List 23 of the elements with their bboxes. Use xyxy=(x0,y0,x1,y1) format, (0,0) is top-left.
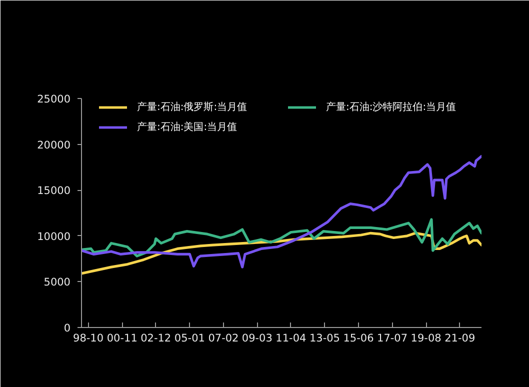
legend-label: 产量:石油:俄罗斯:当月值 xyxy=(137,100,248,114)
line-series xyxy=(82,218,482,258)
x-tick-label: 11-04 xyxy=(276,332,307,344)
y-tick-label: 15000 xyxy=(37,185,71,198)
y-tick-label: 25000 xyxy=(37,94,71,106)
x-tick-label: 00-11 xyxy=(106,332,138,344)
x-tick-label: 07-02 xyxy=(208,332,239,344)
x-tick-label: 17-07 xyxy=(377,332,408,344)
y-tick-label: 0 xyxy=(64,322,71,334)
x-tick-label: 21-09 xyxy=(444,332,476,344)
x-tick-label: 05-01 xyxy=(174,332,205,344)
x-tick-label: 15-06 xyxy=(343,332,374,344)
legend-label: 产量:石油:美国:当月值 xyxy=(137,120,238,134)
x-tick-label: 98-10 xyxy=(73,332,104,344)
y-tick-label: 5000 xyxy=(44,276,71,289)
legend-label: 产量:石油:沙特阿拉伯:当月值 xyxy=(326,100,458,114)
y-tick-label: 20000 xyxy=(37,139,71,152)
x-tick-label: 09-03 xyxy=(242,332,272,344)
y-tick-label: 10000 xyxy=(37,230,71,243)
line-series xyxy=(82,154,482,268)
x-tick-label: 19-08 xyxy=(410,332,442,344)
x-tick-label: 13-05 xyxy=(309,332,340,344)
x-tick-label: 02-12 xyxy=(140,332,172,344)
